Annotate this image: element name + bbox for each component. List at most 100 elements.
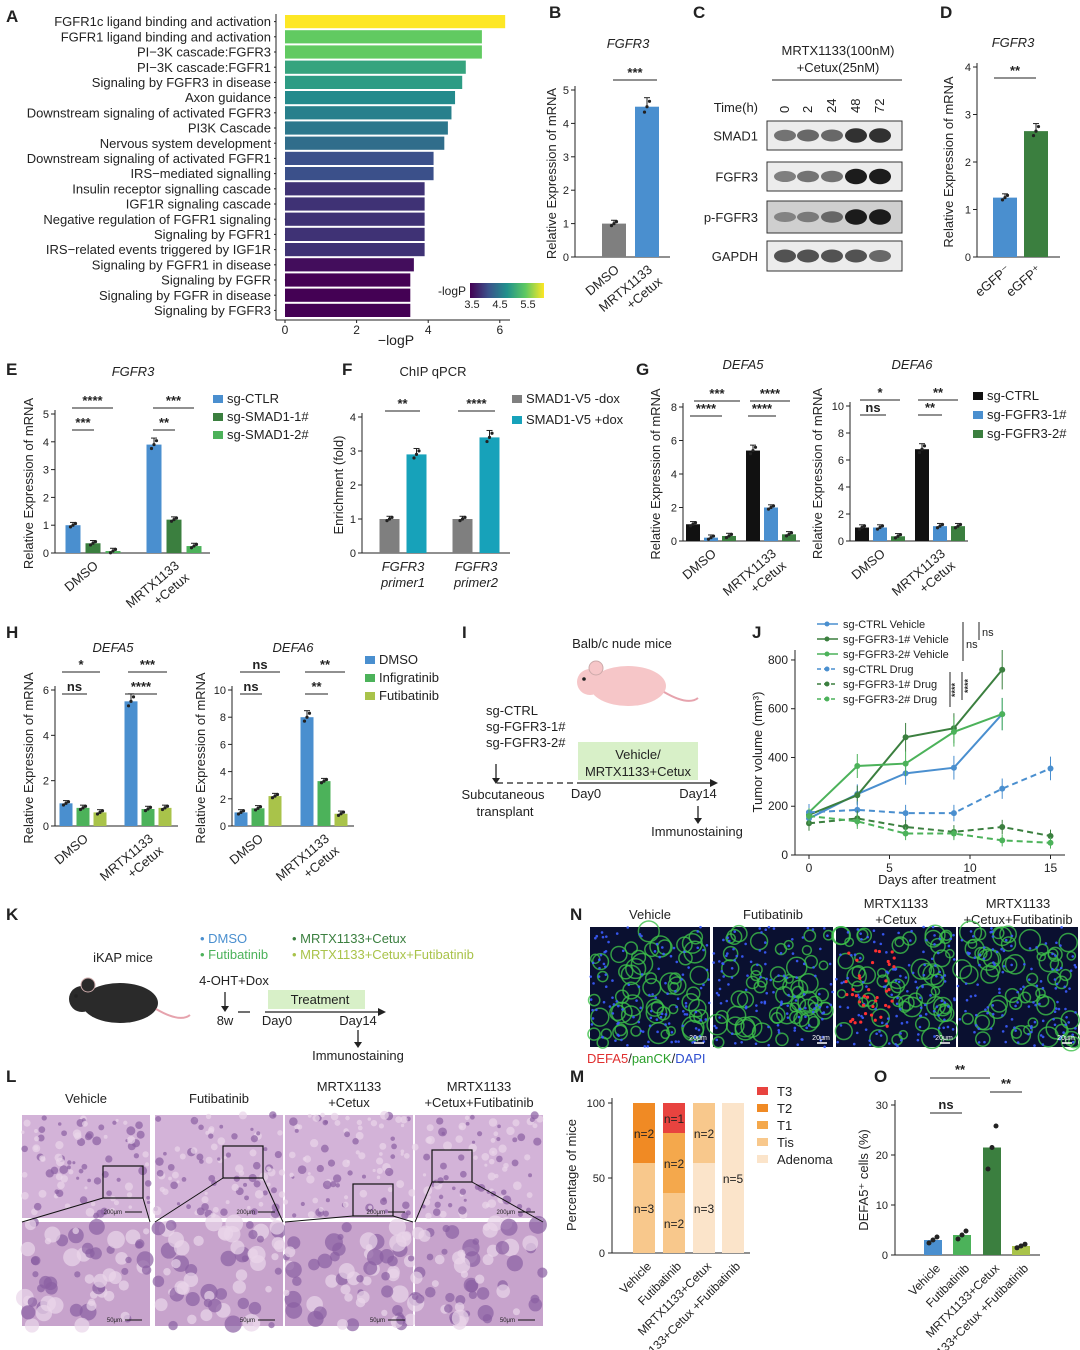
dapi-nucleus xyxy=(637,985,641,988)
dapi-nucleus xyxy=(1010,934,1014,938)
dapi-nucleus xyxy=(991,935,995,938)
dapi-nucleus xyxy=(598,958,601,962)
tissue-texture xyxy=(411,1143,419,1151)
x-axis-title: Days after treatment xyxy=(878,872,996,887)
panck-gland xyxy=(1060,1010,1080,1030)
dapi-nucleus xyxy=(956,984,960,988)
zoom-region-box xyxy=(222,1145,264,1179)
tissue-texture xyxy=(292,1213,297,1218)
scale-label: 50μm xyxy=(370,1318,385,1324)
tissue-texture xyxy=(356,1274,364,1283)
tissue-texture xyxy=(245,1221,254,1229)
data-point xyxy=(926,1240,932,1246)
tissue-texture xyxy=(475,1274,485,1284)
tissue-texture xyxy=(136,1251,154,1269)
data-point xyxy=(729,532,734,536)
tissue-texture xyxy=(233,1175,240,1182)
dapi-nucleus xyxy=(874,1007,877,1011)
legend-label: T2 xyxy=(777,1101,792,1116)
dapi-nucleus xyxy=(1010,963,1013,967)
data-point xyxy=(319,781,324,785)
dapi-nucleus xyxy=(697,1028,701,1032)
tissue-texture xyxy=(324,1120,328,1124)
tissue-texture xyxy=(142,1151,149,1158)
tissue-texture xyxy=(38,1189,47,1198)
defa5-signal xyxy=(863,1012,868,1016)
dapi-nucleus xyxy=(705,968,709,972)
dapi-nucleus xyxy=(589,998,593,1001)
legend-swatch xyxy=(973,411,983,419)
protein-band xyxy=(869,209,891,225)
tissue-texture xyxy=(27,1297,38,1307)
ikap-mouse-body xyxy=(82,983,158,1023)
dapi-nucleus xyxy=(1041,1043,1045,1046)
data-point xyxy=(753,445,758,449)
pathway-label: Signaling by FGFR3 xyxy=(154,303,271,318)
tissue-texture xyxy=(487,1199,497,1208)
data-point xyxy=(806,812,812,819)
data-point xyxy=(256,806,260,810)
panck-gland xyxy=(832,926,852,945)
scale-label: 50μm xyxy=(240,1318,255,1324)
tissue-texture xyxy=(395,1231,412,1247)
stain-label: DAPI xyxy=(675,1051,705,1066)
y-tick-label: 200 xyxy=(768,799,788,813)
data-point xyxy=(61,803,66,807)
defa5-signal xyxy=(862,994,867,998)
data-point xyxy=(412,456,416,460)
dapi-nucleus xyxy=(793,1029,796,1032)
dapi-nucleus xyxy=(965,998,969,1002)
data-point xyxy=(609,224,614,228)
defa5-signal xyxy=(886,959,890,964)
dapi-nucleus xyxy=(1027,1005,1031,1008)
data-point xyxy=(950,728,957,735)
tissue-texture xyxy=(225,1214,244,1233)
dapi-nucleus xyxy=(864,1028,868,1031)
dapi-nucleus xyxy=(651,993,654,996)
defa5-signal xyxy=(851,1017,855,1022)
dapi-nucleus xyxy=(1001,970,1005,974)
dapi-nucleus xyxy=(886,1017,890,1020)
data-point xyxy=(896,534,900,538)
dapi-nucleus xyxy=(600,931,604,934)
tissue-texture xyxy=(372,1168,376,1173)
panck-gland xyxy=(1064,1035,1076,1047)
dapi-nucleus xyxy=(715,991,719,995)
tissue-texture xyxy=(115,1118,119,1122)
data-point xyxy=(769,505,773,510)
stain-label: DEFA5 xyxy=(587,1051,628,1066)
tissue-texture xyxy=(242,1313,261,1332)
tissue-texture xyxy=(44,1237,52,1245)
tissue-texture xyxy=(422,1173,427,1177)
dapi-nucleus xyxy=(664,1023,667,1026)
count-label: n=3 xyxy=(694,1202,715,1216)
tissue-texture xyxy=(217,1157,221,1161)
dapi-nucleus xyxy=(1028,947,1032,950)
protein-band xyxy=(821,249,843,263)
dapi-nucleus xyxy=(718,960,721,963)
dapi-nucleus xyxy=(943,974,947,977)
data-point xyxy=(963,1228,969,1234)
time-point-label: 72 xyxy=(872,99,887,113)
tissue-texture xyxy=(93,1273,108,1288)
category-label: DMSO xyxy=(226,831,266,868)
pathway-label: Nervous system development xyxy=(100,136,272,151)
dapi-nucleus xyxy=(733,930,737,933)
tissue-texture xyxy=(68,1227,84,1244)
tissue-texture xyxy=(269,1220,285,1235)
tissue-texture xyxy=(358,1152,366,1160)
scale-label: 20μm xyxy=(812,1035,830,1042)
tissue-texture xyxy=(243,1182,248,1187)
defa5-signal xyxy=(873,1018,877,1022)
dapi-nucleus xyxy=(969,995,973,998)
panck-gland xyxy=(631,949,647,965)
panck-gland xyxy=(976,948,1000,971)
group-label: • Futibatinib xyxy=(200,947,268,962)
tissue-texture xyxy=(484,1163,488,1167)
dapi-nucleus xyxy=(637,1020,641,1024)
dapi-nucleus xyxy=(715,1038,719,1042)
dapi-nucleus xyxy=(764,928,768,932)
legend-swatch xyxy=(757,1138,768,1146)
pathway-label: Negative regulation of FGFR1 signaling xyxy=(43,212,271,227)
category-label: eGFP⁺ xyxy=(1003,262,1044,300)
